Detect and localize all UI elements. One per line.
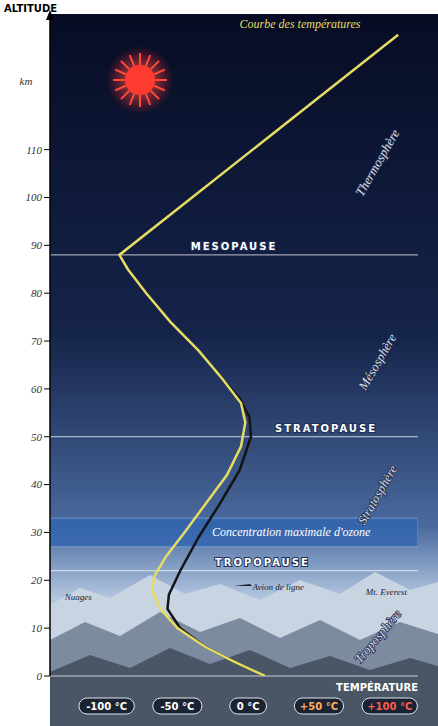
svg-text:30: 30 <box>30 526 43 538</box>
svg-text:Nuages: Nuages <box>64 592 92 602</box>
svg-text:110: 110 <box>26 144 42 156</box>
svg-text:Courbe des températures: Courbe des températures <box>240 17 361 31</box>
svg-text:TEMPÉRATURE: TEMPÉRATURE <box>336 681 418 693</box>
svg-text:km: km <box>20 75 33 87</box>
svg-text:Troposphère: Troposphère <box>351 606 404 665</box>
svg-text:0 °C: 0 °C <box>237 701 260 712</box>
svg-text:Concentration maximale d'ozone: Concentration maximale d'ozone <box>212 525 371 539</box>
svg-text:+50 °C: +50 °C <box>300 701 338 712</box>
svg-text:MESOPAUSE: MESOPAUSE <box>191 241 277 252</box>
svg-text:Stratosphère: Stratosphère <box>354 462 400 527</box>
svg-text:-50 °C: -50 °C <box>160 701 194 712</box>
svg-text:10: 10 <box>31 622 43 634</box>
svg-text:Avion de ligne: Avion de ligne <box>251 582 304 592</box>
svg-text:40: 40 <box>31 478 43 490</box>
svg-text:Mt. Everest: Mt. Everest <box>365 587 408 597</box>
svg-text:0: 0 <box>37 670 43 682</box>
svg-text:100: 100 <box>26 191 43 203</box>
svg-text:50: 50 <box>31 431 43 443</box>
svg-text:60: 60 <box>31 383 43 395</box>
svg-text:70: 70 <box>31 335 43 347</box>
svg-text:-100 °C: -100 °C <box>86 701 127 712</box>
svg-text:Thermosphère: Thermosphère <box>352 126 402 198</box>
svg-text:Mésosphère: Mésosphère <box>355 331 400 394</box>
svg-text:TROPOPAUSE: TROPOPAUSE <box>215 557 310 568</box>
svg-text:ALTITUDE: ALTITUDE <box>4 3 57 14</box>
svg-text:80: 80 <box>31 287 43 299</box>
svg-text:+100 °C: +100 °C <box>367 701 412 712</box>
svg-text:STRATOPAUSE: STRATOPAUSE <box>275 423 377 434</box>
svg-text:20: 20 <box>31 574 43 586</box>
svg-text:90: 90 <box>31 239 43 251</box>
